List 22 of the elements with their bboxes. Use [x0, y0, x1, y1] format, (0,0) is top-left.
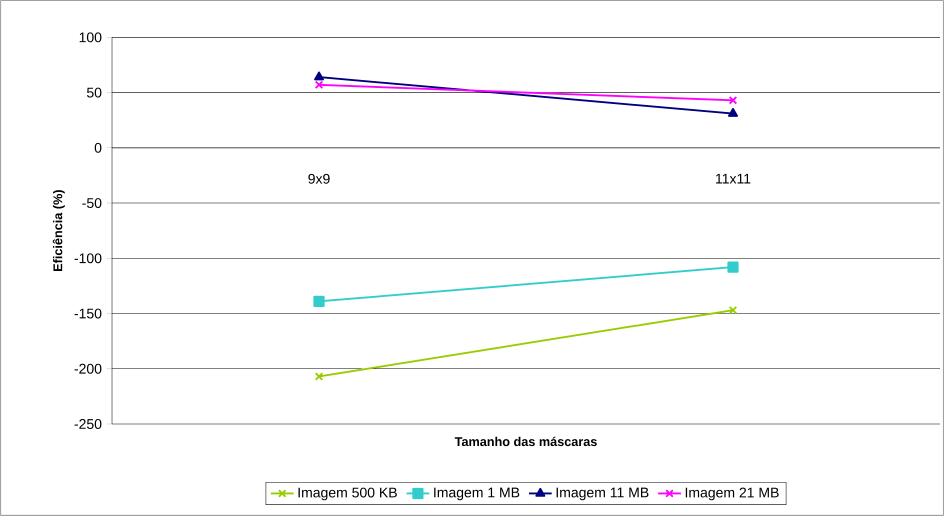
legend-label: Imagem 1 MB: [434, 488, 520, 500]
y-tick-label: -150: [74, 308, 102, 318]
point: [313, 296, 325, 307]
x-tick-label: 9x9: [308, 174, 330, 184]
y-tick-label: 100: [80, 32, 102, 42]
y-tick-label: 50: [86, 88, 102, 98]
point: [727, 262, 739, 273]
point: [728, 306, 738, 314]
point: [314, 372, 324, 381]
y-tick-label: -50: [82, 198, 102, 208]
y-tick-label: -200: [74, 364, 102, 374]
x-tick-label: 11x11: [716, 174, 750, 184]
y-tick-label: 0: [94, 142, 102, 153]
point: [728, 96, 738, 105]
legend-label: Imagem 500 KB: [298, 488, 397, 500]
legend-label: Imagem 21 MB: [686, 488, 779, 500]
y-tick-label: -250: [74, 419, 102, 429]
y-axis-title: Eficiência (%): [52, 190, 65, 271]
y-tick-label: -100: [74, 253, 102, 264]
x-axis-title: Tamanho das máscaras: [454, 436, 597, 446]
point: [314, 80, 324, 90]
legend-label: Imagem 11 MB: [556, 488, 648, 500]
